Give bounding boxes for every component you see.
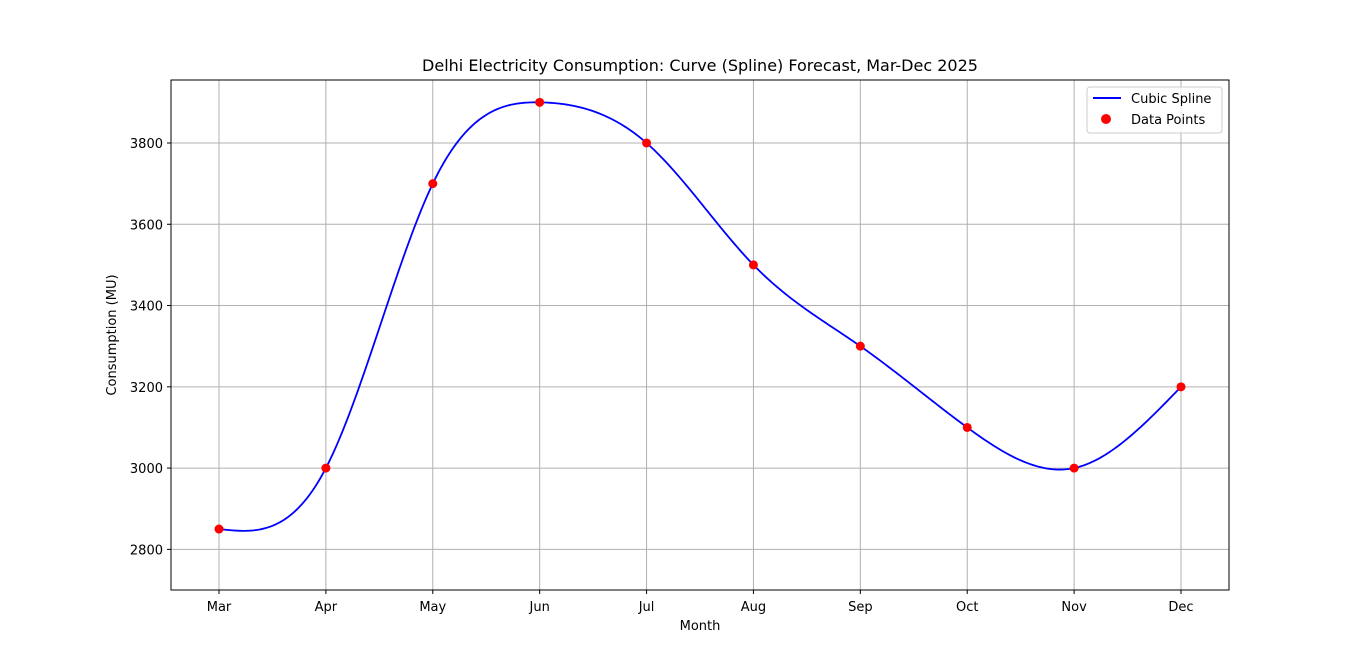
x-tick-label: May (419, 600, 446, 615)
data-point (428, 179, 438, 189)
x-tick-label: Jul (638, 600, 655, 615)
x-tick-label: Dec (1168, 600, 1193, 615)
y-tick-label: 3600 (130, 218, 163, 233)
data-point (1069, 463, 1079, 473)
data-point (214, 524, 224, 534)
y-tick-label: 3800 (130, 137, 163, 152)
series-layer (214, 97, 1186, 534)
y-axis-label: Consumption (MU) (105, 274, 120, 395)
tick-layer: Mar Apr May Jun Jul Aug Sep Oct Nov Dec 2800 3000 32… (130, 137, 1194, 615)
y-tick-label: 3400 (130, 300, 163, 315)
x-tick-label: Nov (1061, 600, 1087, 615)
x-tick-label: Oct (956, 600, 978, 615)
data-point (748, 260, 758, 270)
chart-title: Delhi Electricity Consumption: Curve (Sp… (422, 56, 978, 75)
data-point (535, 97, 545, 107)
x-tick-label: Jun (529, 600, 550, 615)
plot-frame (170, 79, 1230, 591)
spline-line (218, 101, 1182, 532)
x-tick-label: Mar (207, 600, 232, 615)
x-axis-label: Month (680, 619, 721, 634)
legend-label-data-points: Data Points (1131, 113, 1205, 128)
data-point (321, 463, 331, 473)
x-tick-label: Sep (848, 600, 873, 615)
data-point (962, 422, 972, 432)
y-tick-label: 3200 (130, 381, 163, 396)
y-tick-label: 3000 (130, 462, 163, 477)
legend-dot-swatch (1101, 114, 1111, 124)
x-tick-label: Apr (315, 600, 338, 615)
legend: Cubic Spline Data Points (1086, 86, 1223, 134)
data-point (855, 341, 865, 351)
x-tick-label: Aug (741, 600, 766, 615)
legend-label-cubic-spline: Cubic Spline (1131, 92, 1211, 107)
data-point (642, 138, 652, 148)
grid-layer (171, 80, 1229, 590)
y-tick-label: 2800 (130, 543, 163, 558)
data-point (1176, 382, 1186, 392)
